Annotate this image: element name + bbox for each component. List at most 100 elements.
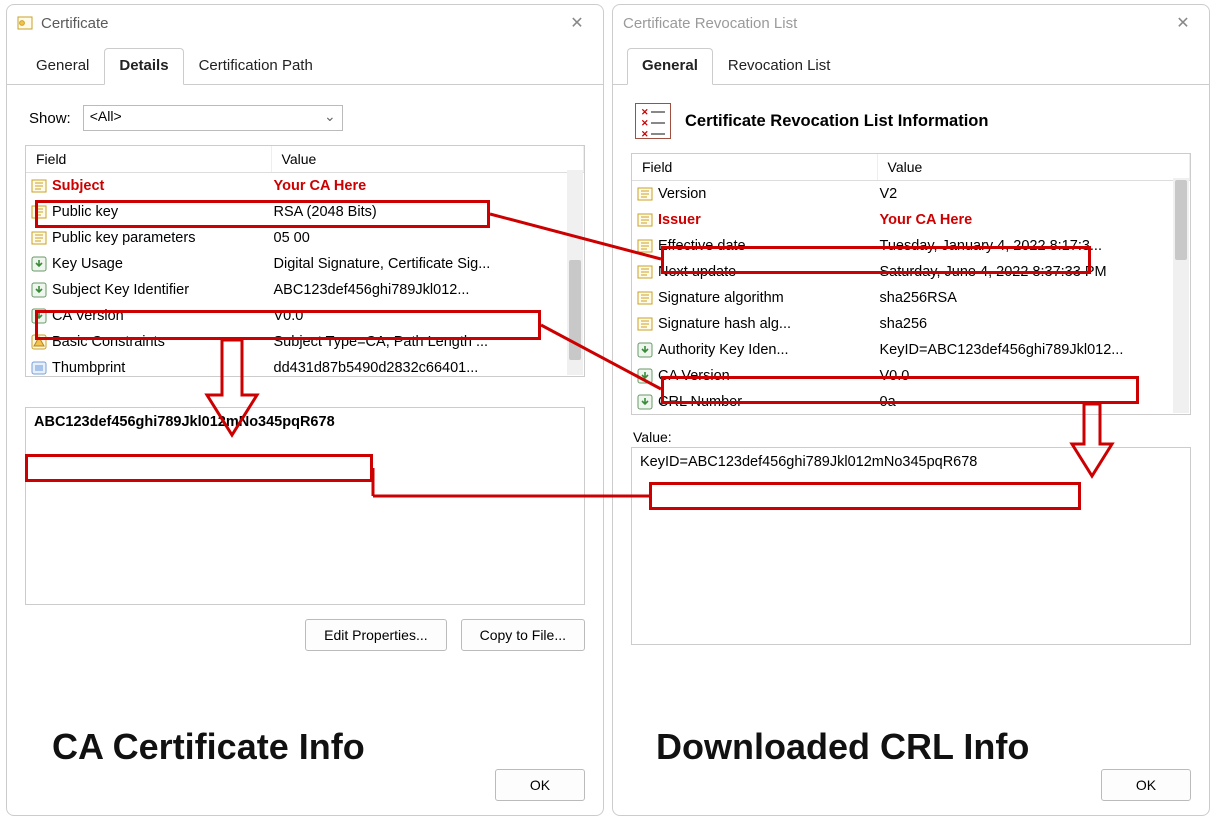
list-row[interactable]: Public key parameters05 00 [26, 225, 584, 251]
ext-field-icon [632, 368, 658, 384]
row-value: ABC123def456ghi789Jkl012... [272, 282, 584, 298]
tabbar: General Details Certification Path [7, 47, 603, 85]
cert-field-icon [26, 204, 52, 220]
list-row[interactable]: Next updateSaturday, June 4, 2022 8:37:3… [632, 259, 1190, 285]
row-value: sha256 [878, 316, 1190, 332]
titlebar: Certificate Revocation List ✕ [613, 5, 1209, 41]
ok-button[interactable]: OK [1101, 769, 1191, 801]
row-value: dd431d87b5490d2832c66401... [272, 360, 584, 376]
edit-properties-button[interactable]: Edit Properties... [305, 619, 447, 651]
row-value: V0.0 [272, 308, 584, 324]
row-value: Tuesday, January 4, 2022 8:17:3... [878, 238, 1190, 254]
row-field: Issuer [658, 212, 878, 228]
row-value: Your CA Here [878, 212, 1190, 228]
close-button[interactable]: ✕ [1167, 9, 1199, 37]
caption-left: CA Certificate Info [52, 726, 365, 768]
ext-field-icon [26, 282, 52, 298]
value-textbox[interactable]: KeyID=ABC123def456ghi789Jkl012mNo345pqR6… [631, 447, 1191, 645]
list-row[interactable]: SubjectYour CA Here [26, 173, 584, 199]
list-row[interactable]: CRL Number0a [632, 389, 1190, 415]
list-row[interactable]: Thumbprintdd431d87b5490d2832c66401... [26, 355, 584, 377]
list-row[interactable]: Signature algorithmsha256RSA [632, 285, 1190, 311]
row-field: Authority Key Iden... [658, 342, 878, 358]
field-listview[interactable]: Field Value SubjectYour CA HerePublic ke… [25, 145, 585, 377]
value-text: ABC123def456ghi789Jkl012mNo345pqR678 [34, 414, 335, 430]
list-row[interactable]: CA VersionV0.0 [26, 303, 584, 329]
cert-field-icon [632, 238, 658, 254]
list-row[interactable]: Basic ConstraintsSubject Type=CA, Path L… [26, 329, 584, 355]
row-value: Digital Signature, Certificate Sig... [272, 256, 584, 272]
warn-field-icon [26, 334, 52, 350]
row-field: Basic Constraints [52, 334, 272, 350]
list-row[interactable]: Authority Key Iden...KeyID=ABC123def456g… [632, 337, 1190, 363]
row-field: Signature algorithm [658, 290, 878, 306]
row-field: Version [658, 186, 878, 202]
cert-field-icon [632, 316, 658, 332]
cert-field-icon [632, 212, 658, 228]
row-field: Signature hash alg... [658, 316, 878, 332]
row-field: Next update [658, 264, 878, 280]
value-label: Value: [633, 429, 1191, 445]
titlebar: Certificate ✕ [7, 5, 603, 41]
copy-to-file-button[interactable]: Copy to File... [461, 619, 585, 651]
row-field: Thumbprint [52, 360, 272, 376]
cert-field-icon [26, 178, 52, 194]
row-value: Saturday, June 4, 2022 8:37:33 PM [878, 264, 1190, 280]
field-listview[interactable]: Field Value VersionV2IssuerYour CA HereE… [631, 153, 1191, 415]
show-select[interactable]: <All> ⌄ [83, 105, 343, 131]
scrollbar[interactable] [1173, 178, 1189, 413]
list-row[interactable]: Effective dateTuesday, January 4, 2022 8… [632, 233, 1190, 259]
list-row[interactable]: Subject Key IdentifierABC123def456ghi789… [26, 277, 584, 303]
row-value: RSA (2048 Bits) [272, 204, 584, 220]
value-textbox[interactable]: ABC123def456ghi789Jkl012mNo345pqR678 [25, 407, 585, 605]
ok-button[interactable]: OK [495, 769, 585, 801]
column-value[interactable]: Value [878, 154, 1190, 180]
list-row[interactable]: VersionV2 [632, 181, 1190, 207]
row-value: sha256RSA [878, 290, 1190, 306]
list-row[interactable]: Key UsageDigital Signature, Certificate … [26, 251, 584, 277]
ext-field-icon [26, 308, 52, 324]
ext-field-icon [632, 342, 658, 358]
cert-field-icon [632, 186, 658, 202]
window-title: Certificate Revocation List [623, 15, 797, 32]
row-field: Effective date [658, 238, 878, 254]
crl-icon: ✕ ✕ ✕ [635, 103, 671, 139]
certificate-window: Certificate ✕ General Details Certificat… [6, 4, 604, 816]
column-field[interactable]: Field [632, 154, 878, 180]
cert-field-icon [632, 290, 658, 306]
row-field: Key Usage [52, 256, 272, 272]
tab-details[interactable]: Details [104, 48, 183, 85]
column-value[interactable]: Value [272, 146, 584, 172]
row-field: Subject Key Identifier [52, 282, 272, 298]
cert-field-icon [26, 230, 52, 246]
row-field: Subject [52, 178, 272, 194]
caption-right: Downloaded CRL Info [656, 726, 1029, 768]
certificate-icon [17, 15, 33, 31]
row-value: 05 00 [272, 230, 584, 246]
tab-general[interactable]: General [21, 48, 104, 85]
list-row[interactable]: Signature hash alg...sha256 [632, 311, 1190, 337]
scrollbar[interactable] [567, 170, 583, 375]
row-value: V0.0 [878, 368, 1190, 384]
row-field: CA Version [658, 368, 878, 384]
row-value: KeyID=ABC123def456ghi789Jkl012... [878, 342, 1190, 358]
row-field: Public key [52, 204, 272, 220]
list-row[interactable]: CA VersionV0.0 [632, 363, 1190, 389]
tab-general[interactable]: General [627, 48, 713, 85]
cert-field-icon [632, 264, 658, 280]
tabbar: General Revocation List [613, 47, 1209, 85]
crl-window: Certificate Revocation List ✕ General Re… [612, 4, 1210, 816]
ext-field-icon [632, 394, 658, 410]
value-text: KeyID=ABC123def456ghi789Jkl012mNo345pqR6… [640, 454, 977, 470]
row-value: Subject Type=CA, Path Length ... [272, 334, 584, 350]
tab-revocation-list[interactable]: Revocation List [713, 48, 846, 85]
row-field: CRL Number [658, 394, 878, 410]
close-button[interactable]: ✕ [561, 9, 593, 37]
tab-certpath[interactable]: Certification Path [184, 48, 328, 85]
list-row[interactable]: Public keyRSA (2048 Bits) [26, 199, 584, 225]
row-field: Public key parameters [52, 230, 272, 246]
row-field: CA Version [52, 308, 272, 324]
ext-field-icon [26, 256, 52, 272]
column-field[interactable]: Field [26, 146, 272, 172]
list-row[interactable]: IssuerYour CA Here [632, 207, 1190, 233]
